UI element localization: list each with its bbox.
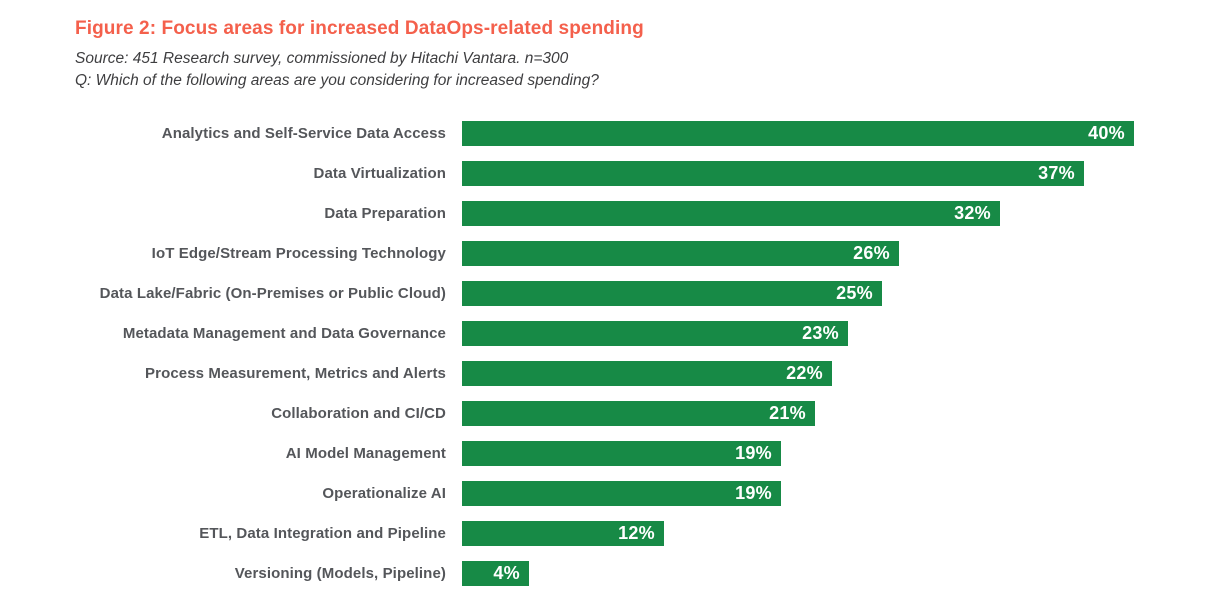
figure-header: Figure 2: Focus areas for increased Data… xyxy=(75,18,644,92)
chart-row: Data Preparation 32% xyxy=(0,193,1218,233)
bar: 23% xyxy=(462,320,848,346)
bar-track: 23% xyxy=(462,320,1152,346)
figure-source: Source: 451 Research survey, commissione… xyxy=(75,50,569,67)
bar-track: 25% xyxy=(462,280,1152,306)
category-label: AI Model Management xyxy=(285,444,446,462)
value-label: 32% xyxy=(954,202,991,223)
bar: 4% xyxy=(462,560,529,586)
bar-track: 4% xyxy=(462,560,1152,586)
chart-row: Versioning (Models, Pipeline) 4% xyxy=(0,553,1218,593)
bar: 26% xyxy=(462,240,899,266)
bar-track: 40% xyxy=(462,120,1152,146)
value-label: 40% xyxy=(1088,122,1125,143)
bar-track: 19% xyxy=(462,480,1152,506)
category-label: Process Measurement, Metrics and Alerts xyxy=(145,364,446,382)
bar-track: 32% xyxy=(462,200,1152,226)
value-label: 23% xyxy=(802,322,839,343)
value-label: 12% xyxy=(618,522,655,543)
bar: 22% xyxy=(462,360,832,386)
bar: 21% xyxy=(462,400,815,426)
category-label: Data Virtualization xyxy=(313,164,446,182)
category-label: Metadata Management and Data Governance xyxy=(122,324,446,342)
bar: 32% xyxy=(462,200,1000,226)
figure-question: Q: Which of the following areas are you … xyxy=(75,72,599,89)
category-label: Versioning (Models, Pipeline) xyxy=(234,564,446,582)
bar: 19% xyxy=(462,480,781,506)
value-label: 25% xyxy=(836,282,873,303)
category-label: Analytics and Self-Service Data Access xyxy=(161,124,446,142)
value-label: 21% xyxy=(769,402,806,423)
category-label: IoT Edge/Stream Processing Technology xyxy=(151,244,446,262)
bar-track: 19% xyxy=(462,440,1152,466)
bar: 40% xyxy=(462,120,1134,146)
chart-row: Analytics and Self-Service Data Access 40… xyxy=(0,113,1218,153)
bar: 12% xyxy=(462,520,664,546)
chart-row: AI Model Management 19% xyxy=(0,433,1218,473)
chart-row: Collaboration and CI/CD 21% xyxy=(0,393,1218,433)
bar-track: 37% xyxy=(462,160,1152,186)
value-label: 19% xyxy=(735,482,772,503)
value-label: 26% xyxy=(853,242,890,263)
value-label: 37% xyxy=(1038,162,1075,183)
value-label: 19% xyxy=(735,442,772,463)
bar-track: 21% xyxy=(462,400,1152,426)
chart-row: Metadata Management and Data Governance 2… xyxy=(0,313,1218,353)
chart-row: IoT Edge/Stream Processing Technology 26% xyxy=(0,233,1218,273)
category-label: Data Preparation xyxy=(324,204,446,222)
bar-chart: Analytics and Self-Service Data Access 40… xyxy=(0,113,1218,593)
bar-track: 22% xyxy=(462,360,1152,386)
chart-row: Operationalize AI 19% xyxy=(0,473,1218,513)
chart-row: ETL, Data Integration and Pipeline 12% xyxy=(0,513,1218,553)
bar-track: 12% xyxy=(462,520,1152,546)
category-label: Data Lake/Fabric (On-Premises or Public … xyxy=(99,284,446,302)
chart-row: Data Virtualization 37% xyxy=(0,153,1218,193)
figure-title: Figure 2: Focus areas for increased Data… xyxy=(75,18,644,39)
bar: 37% xyxy=(462,160,1084,186)
chart-row: Process Measurement, Metrics and Alerts 2… xyxy=(0,353,1218,393)
bar: 19% xyxy=(462,440,781,466)
value-label: 22% xyxy=(786,362,823,383)
category-label: Operationalize AI xyxy=(322,484,446,502)
category-label: ETL, Data Integration and Pipeline xyxy=(199,524,446,542)
bar-track: 26% xyxy=(462,240,1152,266)
chart-row: Data Lake/Fabric (On-Premises or Public … xyxy=(0,273,1218,313)
bar: 25% xyxy=(462,280,882,306)
category-label: Collaboration and CI/CD xyxy=(271,404,446,422)
value-label: 4% xyxy=(493,562,520,583)
